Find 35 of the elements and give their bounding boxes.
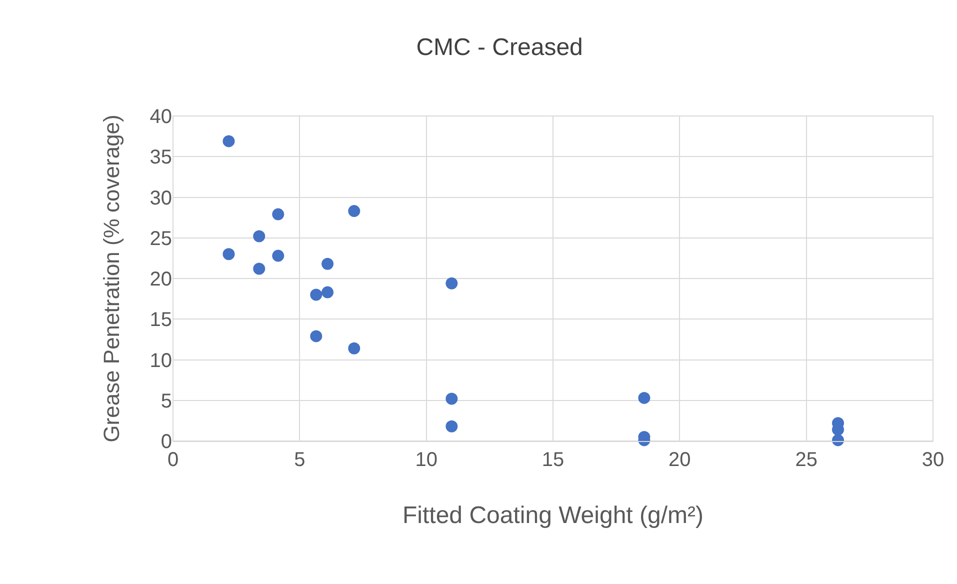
point	[222, 135, 235, 148]
y-tick-label: 20	[150, 268, 172, 290]
x-tick-label: 25	[795, 449, 818, 471]
x-tick-label: 10	[415, 449, 438, 471]
point	[310, 330, 322, 342]
point	[310, 288, 322, 301]
y-axis-title: Grease Penetration (% coverage)	[99, 114, 124, 442]
point	[348, 342, 360, 354]
y-tick-label: 25	[150, 228, 172, 250]
y-tick-label: 40	[150, 106, 172, 128]
point	[446, 392, 458, 405]
y-tick-label: 15	[150, 309, 172, 332]
x-tick-label: 20	[668, 449, 691, 471]
point	[253, 262, 266, 275]
point	[272, 250, 284, 262]
point	[253, 230, 266, 242]
y-tick-label: 0	[160, 431, 172, 453]
y-tick-label: 30	[150, 187, 172, 210]
chart-title: CMC - Creased	[416, 34, 583, 61]
point	[322, 258, 334, 270]
x-tick-label: 15	[542, 449, 564, 471]
y-tick-label: 35	[150, 146, 172, 169]
x-axis-title: Fitted Coating Weight (g/m²)	[402, 502, 704, 529]
y-tick-label: 10	[150, 350, 172, 372]
x-tick-label: 30	[922, 449, 944, 471]
point	[446, 420, 458, 432]
point	[446, 277, 458, 290]
x-tick-label: 5	[294, 449, 306, 471]
point	[322, 286, 334, 298]
y-tick-label: 5	[160, 390, 172, 412]
point	[348, 205, 360, 218]
point	[222, 248, 235, 260]
point	[272, 208, 284, 220]
point	[832, 434, 844, 446]
point	[638, 392, 650, 404]
